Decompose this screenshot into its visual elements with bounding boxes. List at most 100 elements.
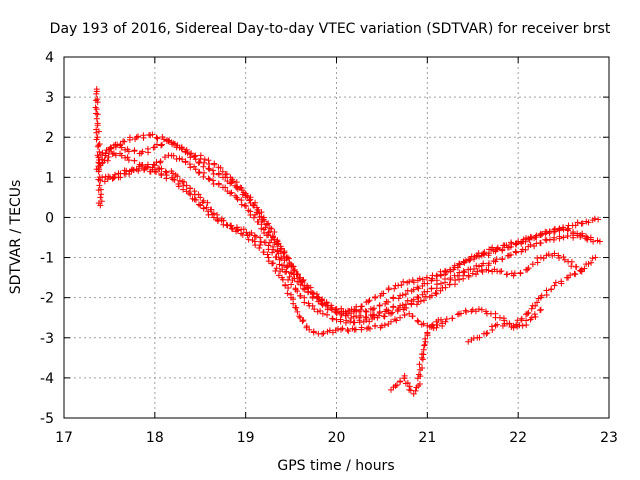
data-point-fill (172, 171, 187, 185)
data-point (406, 310, 413, 317)
data-point-fill (217, 164, 234, 181)
y-tick-label: 4 (45, 50, 54, 66)
y-tick-label: 0 (45, 210, 54, 226)
data-point-fill (130, 163, 148, 174)
data-point-fill (550, 225, 563, 235)
data-point-fill (310, 328, 317, 336)
data-point-fill (498, 268, 515, 278)
data-point (596, 238, 603, 245)
data-point-fill (525, 255, 541, 272)
data-point (419, 276, 426, 283)
x-tick-label: 22 (509, 430, 527, 446)
data-point-fill (95, 156, 104, 184)
data-point (201, 156, 208, 163)
data-point (94, 122, 101, 129)
data-point-fill (537, 228, 550, 239)
data-point-fill (247, 211, 265, 232)
data-point (410, 390, 417, 397)
data-point-fill (171, 176, 187, 193)
data-point-fill (507, 248, 525, 258)
series-track-4 (99, 165, 585, 326)
data-point-fill (403, 300, 420, 311)
data-point (319, 310, 326, 317)
data-point-fill (97, 144, 114, 158)
x-tick-label: 18 (146, 430, 164, 446)
data-point (537, 306, 544, 313)
data-point (192, 166, 199, 173)
data-point-fill (525, 295, 542, 316)
data-point-fill (187, 185, 202, 198)
data-point-fill (484, 323, 496, 337)
data-point (388, 310, 394, 317)
y-tick-label: -3 (40, 331, 54, 347)
data-point (415, 318, 422, 325)
data-point-fill (442, 266, 454, 278)
data-point-fill (252, 241, 271, 258)
data-point (478, 306, 485, 313)
data-point-fill (416, 356, 426, 372)
data-point (179, 156, 186, 163)
data-point (197, 194, 204, 201)
data-point-fill (522, 233, 538, 245)
data-point-fill (210, 167, 222, 178)
data-point (437, 280, 444, 287)
data-point-fill (121, 134, 139, 145)
data-point-fill (265, 246, 283, 268)
data-point-fill (290, 296, 303, 320)
data-point-fill (468, 335, 477, 343)
data-point-fill (304, 288, 320, 302)
data-point-fill (428, 281, 441, 292)
data-point (469, 270, 476, 277)
data-point-fill (94, 143, 103, 159)
data-point (595, 216, 602, 223)
data-point-fill (182, 158, 198, 171)
data-point-fill (200, 205, 216, 218)
data-point (456, 276, 463, 283)
data-point-fill (144, 164, 162, 173)
data-point-fill (421, 341, 428, 349)
data-point-fill (401, 311, 408, 319)
series-track-7 (388, 316, 444, 397)
data-point-fill (523, 316, 534, 328)
data-point-fill (472, 306, 482, 315)
data-point-fill (195, 159, 212, 172)
data-point-fill (357, 305, 374, 315)
data-point-fill (391, 316, 400, 324)
data-point (347, 318, 354, 325)
data-point (301, 286, 308, 293)
data-point-fill (397, 375, 408, 385)
y-tick-label: -1 (40, 251, 54, 267)
data-point (442, 318, 449, 325)
data-point-fill (555, 252, 568, 263)
data-point-fill (417, 293, 433, 305)
x-tick-label: 17 (55, 430, 73, 446)
y-tick-label: -2 (40, 291, 54, 307)
data-point (183, 182, 190, 189)
data-point-fill (467, 262, 483, 273)
data-point (437, 272, 444, 279)
data-point-fill (93, 136, 103, 148)
grid (64, 57, 609, 418)
y-tick-label: 2 (45, 130, 54, 146)
data-point-fill (389, 306, 407, 316)
data-point (369, 306, 376, 313)
data-point-fill (135, 131, 153, 141)
data-point-fill (153, 154, 169, 166)
data-point-fill (227, 222, 241, 235)
data-point (306, 326, 313, 333)
data-point-fill (522, 241, 538, 253)
data-point-fill (485, 266, 501, 275)
data-point (397, 302, 404, 309)
data-point (188, 150, 195, 157)
data-point-fill (247, 199, 265, 220)
data-point-fill (585, 215, 598, 226)
data-points (92, 86, 603, 397)
data-point-fill (460, 272, 472, 282)
data-point-fill (567, 267, 584, 279)
data-point-fill (399, 287, 415, 299)
data-point-fill (222, 184, 239, 199)
data-point-fill (139, 144, 157, 156)
data-point (124, 154, 131, 161)
data-point (578, 266, 585, 273)
